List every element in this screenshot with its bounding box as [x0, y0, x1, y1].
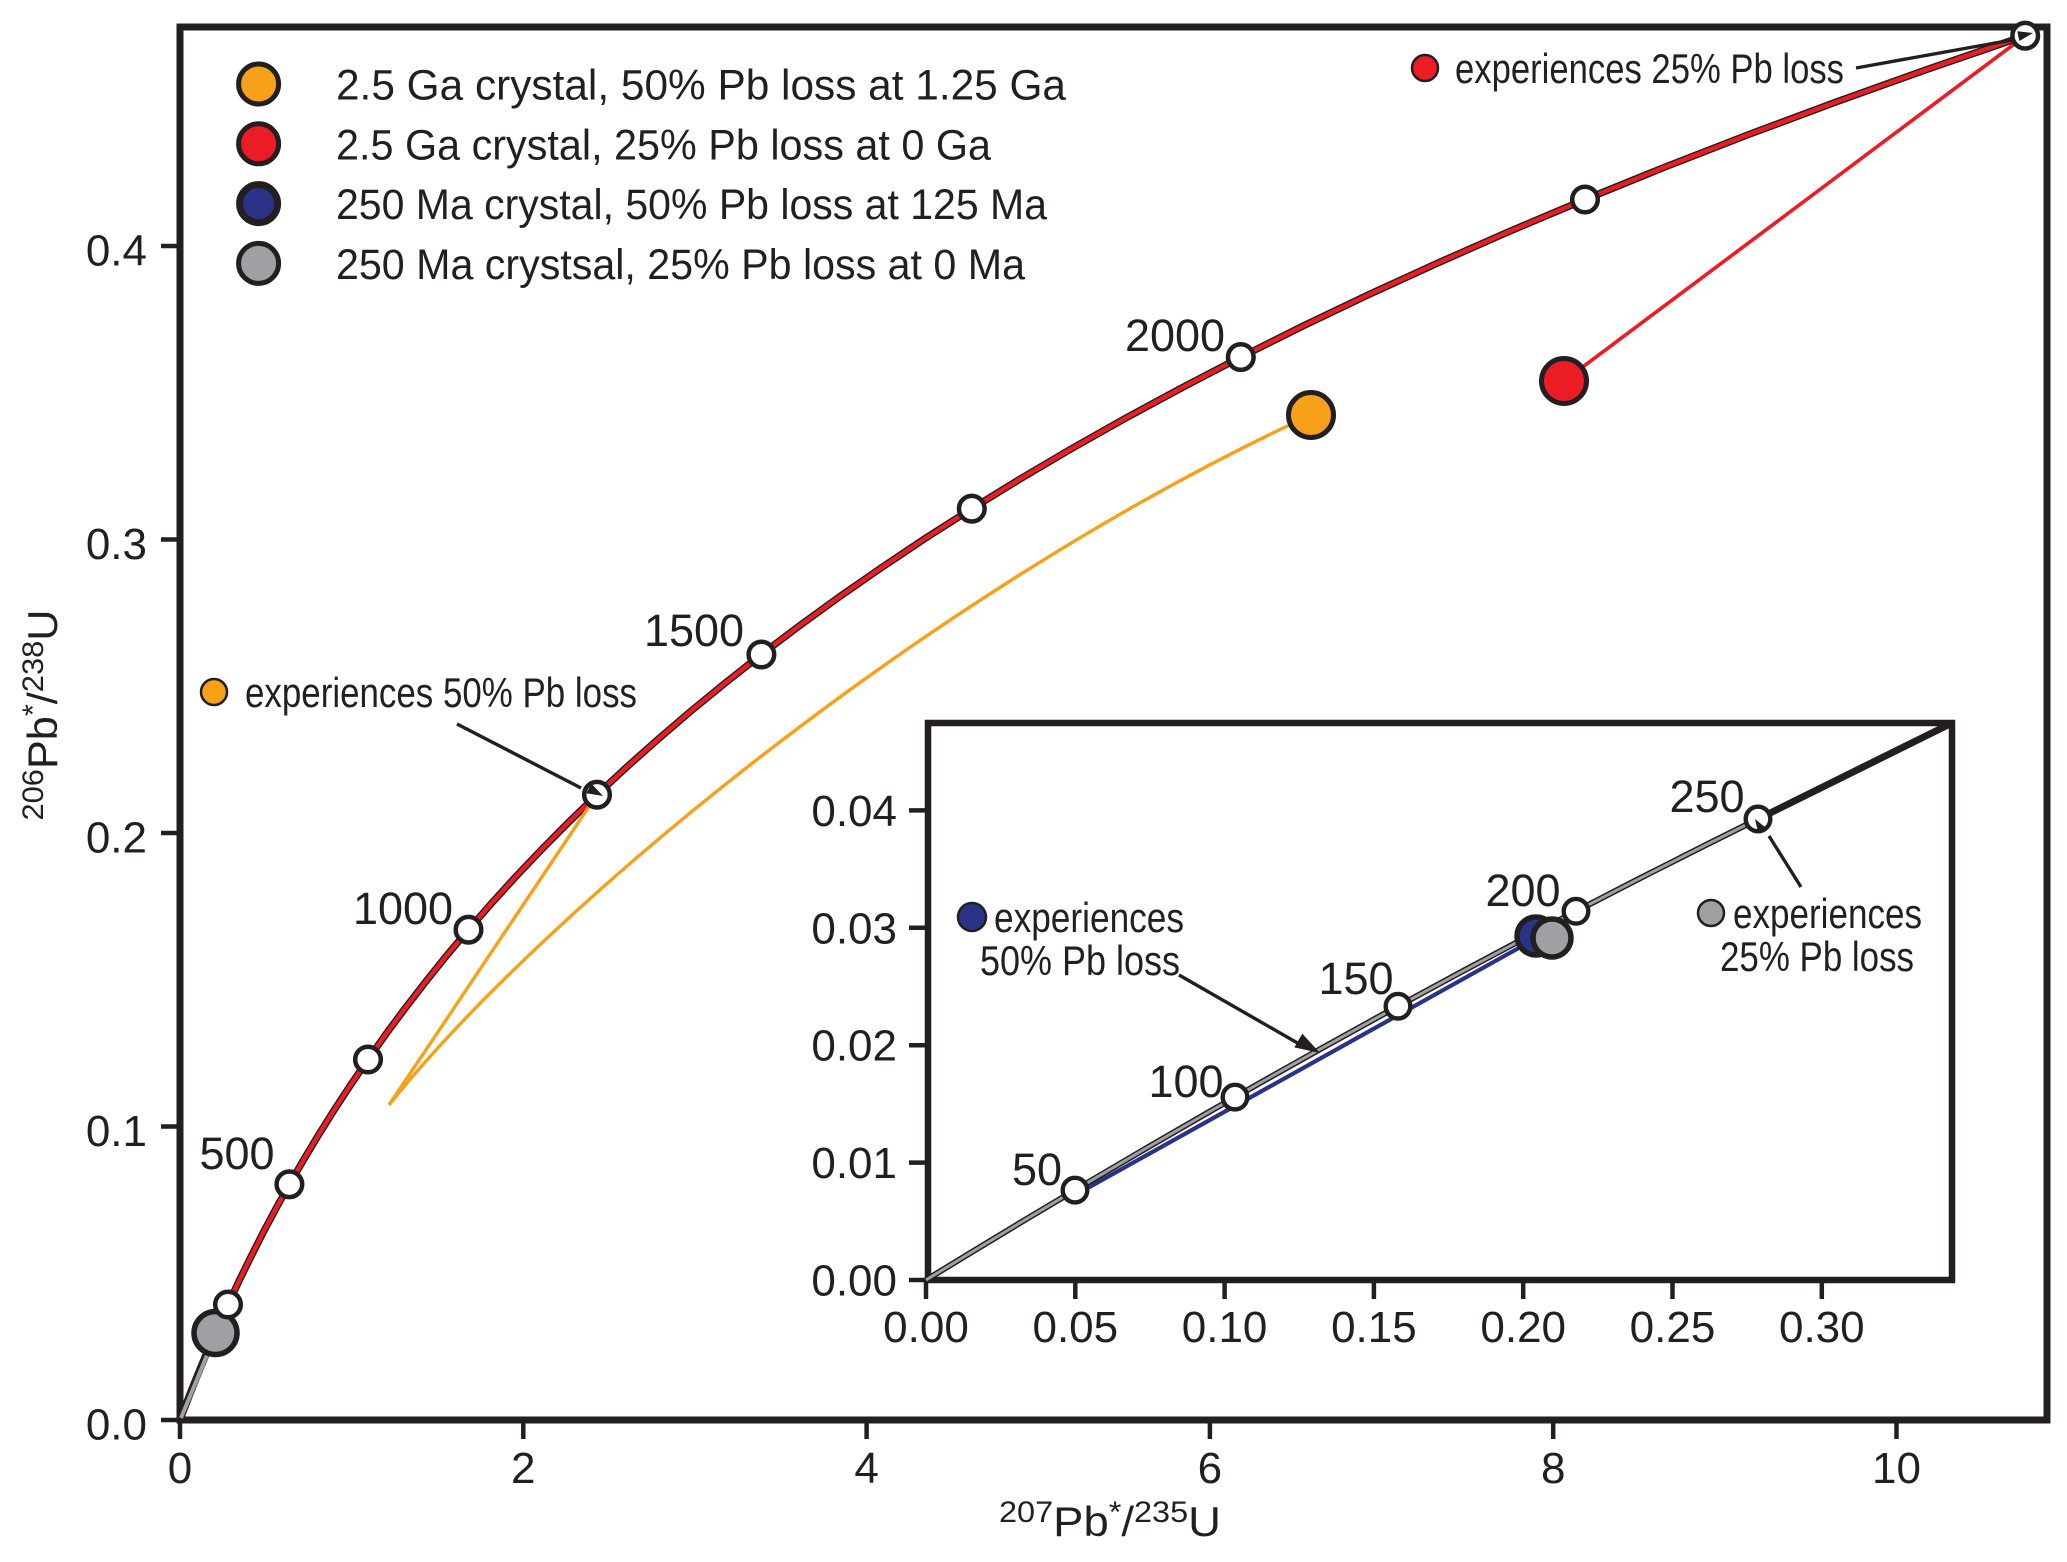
svg-text:250 Ma crystal, 50% Pb loss at: 250 Ma crystal, 50% Pb loss at 125 Ma	[336, 181, 1047, 229]
svg-text:0.1: 0.1	[86, 1107, 147, 1156]
svg-text:1000: 1000	[353, 883, 453, 934]
svg-text:0.0: 0.0	[86, 1401, 147, 1450]
svg-text:2000: 2000	[1125, 310, 1225, 361]
svg-text:experiences: experiences	[1733, 890, 1922, 937]
svg-text:150: 150	[1318, 953, 1393, 1004]
svg-text:0.00: 0.00	[883, 1303, 969, 1352]
svg-text:0.15: 0.15	[1331, 1303, 1417, 1352]
svg-text:250 Ma crystsal, 25% Pb loss a: 250 Ma crystsal, 25% Pb loss at 0 Ma	[336, 241, 1025, 289]
svg-text:200: 200	[1485, 865, 1560, 916]
svg-text:0.05: 0.05	[1032, 1303, 1118, 1352]
svg-text:0.10: 0.10	[1182, 1303, 1268, 1352]
svg-text:0.02: 0.02	[811, 1022, 897, 1071]
svg-text:0.03: 0.03	[811, 904, 897, 953]
svg-text:experiences 50% Pb loss: experiences 50% Pb loss	[245, 669, 637, 716]
svg-text:50: 50	[1012, 1144, 1062, 1195]
svg-text:0.20: 0.20	[1480, 1303, 1566, 1352]
svg-text:experiences 25% Pb loss: experiences 25% Pb loss	[1455, 45, 1844, 92]
svg-text:0.25: 0.25	[1630, 1303, 1716, 1352]
svg-text:2.5 Ga crystal, 25% Pb loss at: 2.5 Ga crystal, 25% Pb loss at 0 Ga	[336, 121, 991, 169]
svg-text:4: 4	[854, 1444, 878, 1493]
svg-text:2: 2	[511, 1444, 535, 1493]
svg-text:206Pb*/238U: 206Pb*/238U	[17, 610, 66, 821]
svg-text:500: 500	[199, 1128, 274, 1179]
svg-text:experiences: experiences	[994, 894, 1184, 941]
svg-text:0.2: 0.2	[86, 814, 147, 863]
svg-text:6: 6	[1198, 1444, 1222, 1493]
svg-text:1500: 1500	[644, 605, 744, 656]
svg-text:50% Pb loss: 50% Pb loss	[980, 937, 1180, 984]
svg-text:2.5 Ga crystal, 50% Pb loss at: 2.5 Ga crystal, 50% Pb loss at 1.25 Ga	[336, 62, 1066, 110]
svg-text:10: 10	[1872, 1444, 1921, 1493]
svg-text:0.4: 0.4	[86, 227, 147, 276]
svg-text:100: 100	[1148, 1056, 1223, 1107]
svg-text:0: 0	[168, 1444, 192, 1493]
svg-text:0.04: 0.04	[811, 787, 897, 836]
svg-text:0.00: 0.00	[811, 1257, 897, 1306]
svg-text:250: 250	[1669, 771, 1744, 822]
svg-text:0.30: 0.30	[1779, 1303, 1865, 1352]
svg-text:8: 8	[1541, 1444, 1565, 1493]
svg-text:0.3: 0.3	[86, 520, 147, 569]
svg-text:0.01: 0.01	[811, 1139, 897, 1188]
svg-text:207Pb*/235U: 207Pb */235U	[999, 1496, 1221, 1545]
svg-text:25% Pb loss: 25% Pb loss	[1720, 933, 1914, 980]
